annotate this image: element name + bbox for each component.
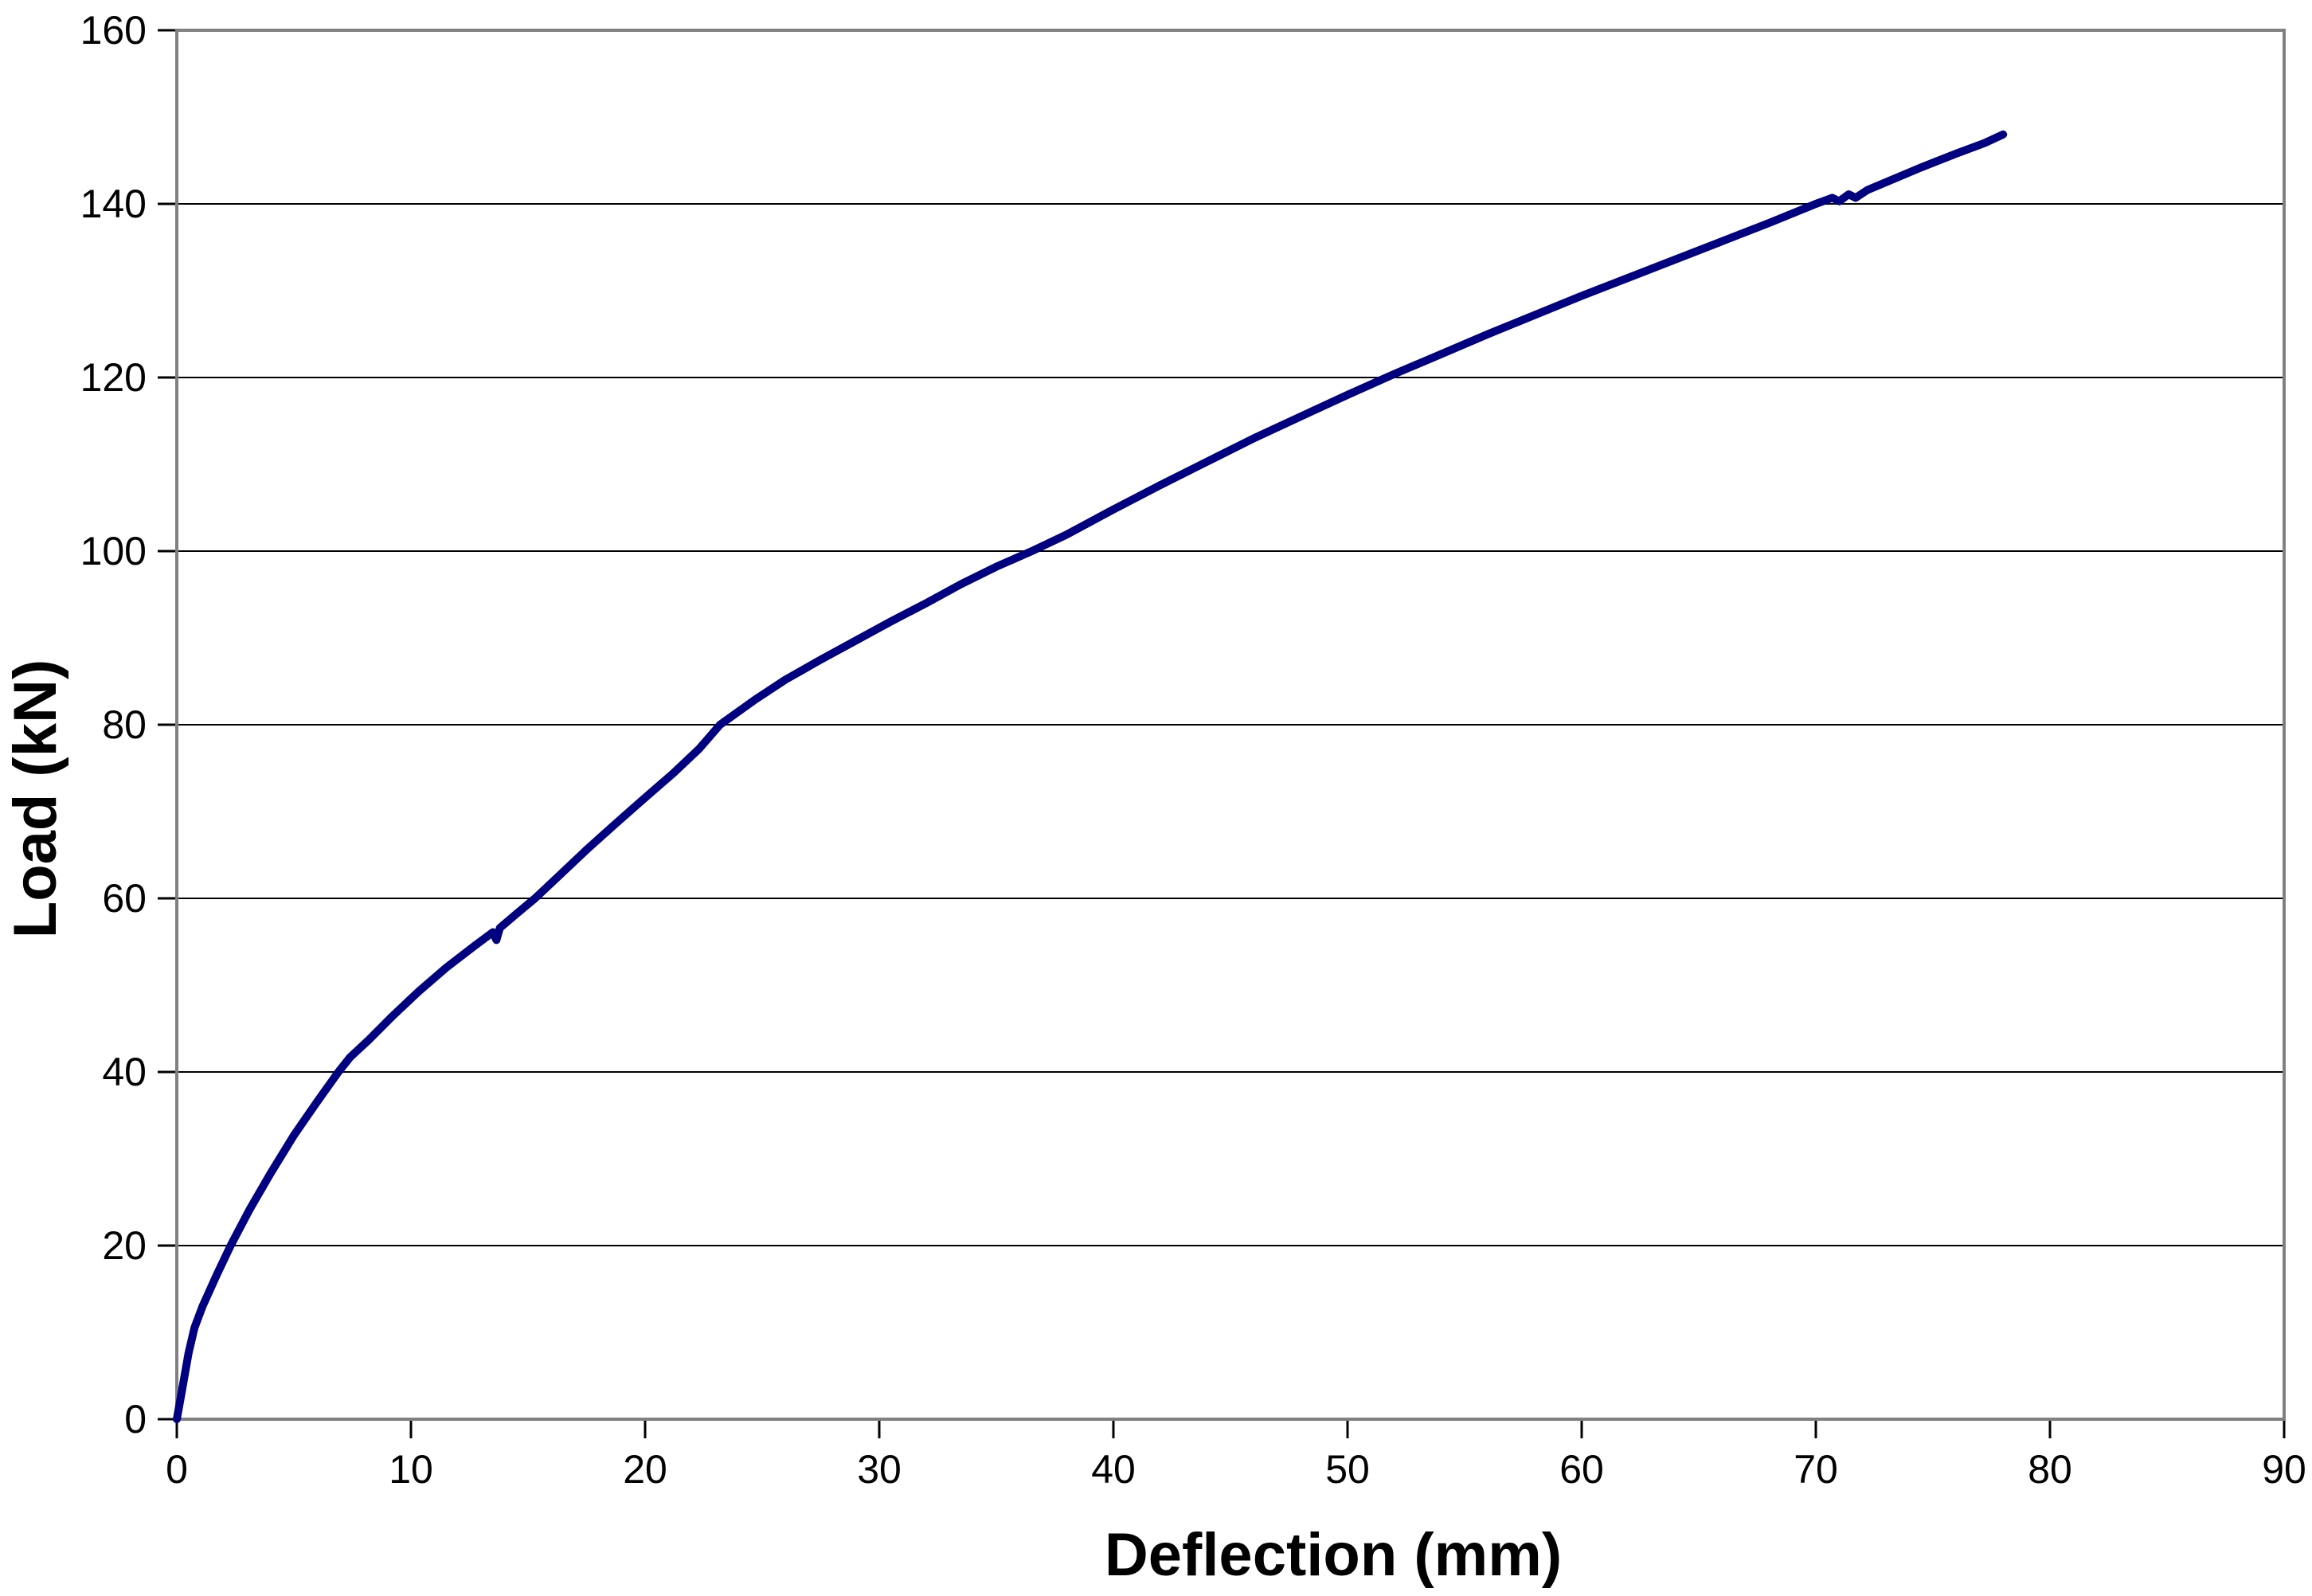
y-tick-label: 40: [102, 1050, 147, 1094]
y-tick-label: 0: [124, 1397, 147, 1441]
gridlines-group: [177, 203, 2284, 1246]
x-tick-label: 70: [1794, 1447, 1838, 1492]
series-group: [173, 130, 2008, 1423]
axis-ticks-group: [158, 29, 2286, 1438]
y-tick-label: 140: [80, 182, 147, 226]
y-tick-labels-group: 0 20 40 60 80 100 120 140 160: [80, 8, 147, 1441]
x-tick-label: 20: [623, 1447, 667, 1492]
x-tick-label: 90: [2262, 1447, 2306, 1492]
x-tick-label: 0: [166, 1447, 188, 1492]
x-tick-label: 50: [1325, 1447, 1370, 1492]
x-axis-title: Deflection (mm): [1105, 1521, 1562, 1589]
plot-area-border: [175, 29, 2286, 1421]
series-line-load-deflection-curve: [173, 130, 2008, 1423]
x-tick-labels-group: 0 10 20 30 40 50 60 70 80 90: [166, 1447, 2306, 1492]
x-tick-label: 60: [1559, 1447, 1604, 1492]
y-tick-label: 80: [102, 702, 147, 747]
x-tick-label: 30: [857, 1447, 902, 1492]
y-tick-label: 60: [102, 876, 147, 921]
y-tick-label: 160: [80, 8, 147, 53]
y-axis-title: Load (kN): [2, 659, 69, 938]
y-tick-label: 100: [80, 529, 147, 573]
plot-area-border-group: [175, 29, 2286, 1421]
x-tick-label: 40: [1091, 1447, 1136, 1492]
y-tick-label: 120: [80, 355, 147, 400]
x-tick-label: 10: [389, 1447, 433, 1492]
y-tick-label: 20: [102, 1223, 147, 1268]
x-tick-label: 80: [2028, 1447, 2072, 1492]
